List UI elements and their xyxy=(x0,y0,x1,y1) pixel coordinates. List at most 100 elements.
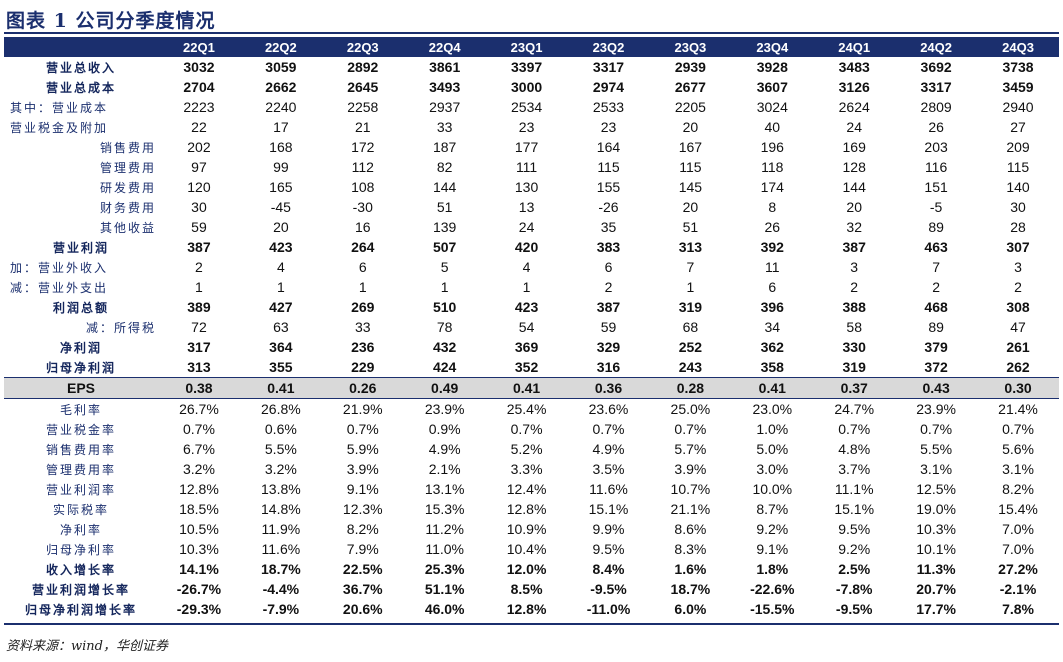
table-cell: 2677 xyxy=(674,79,706,95)
table-cell: 99 xyxy=(273,159,289,175)
table-row: 加：营业外收入 2 4 6 5 4 6 7 11 3 7 3 xyxy=(4,257,1059,277)
column-header-24q2: 24Q2 xyxy=(895,37,978,57)
table-row: 销售费用率 6.7% 5.5% 5.9% 4.9% 5.2% 4.9% 5.7% 5.0% 4.8… xyxy=(4,439,1059,459)
table-cell: 2240 xyxy=(265,99,297,115)
table-cell: 1 xyxy=(522,279,531,295)
table-cell: 30 xyxy=(1010,199,1026,215)
table-cell: 0.7% xyxy=(346,421,379,437)
table-cell: 130 xyxy=(514,179,539,195)
table-cell: -7.8% xyxy=(835,581,873,597)
table-cell: 82 xyxy=(436,159,453,175)
table-cell: 174 xyxy=(760,179,784,195)
table-row: 归母净利率 10.3% 11.6% 7.9% 11.0% 10.4% 9.5% 8.3% 9.1… xyxy=(4,539,1059,559)
table-cell: 3483 xyxy=(838,59,870,75)
table-cell: 51.1% xyxy=(424,581,465,597)
table-cell: 54 xyxy=(518,319,535,335)
table-cell: 26.7% xyxy=(179,401,219,417)
table-cell: 423 xyxy=(514,299,539,315)
table-cell: 9.1% xyxy=(756,541,789,557)
table-cell: 387 xyxy=(187,239,211,255)
table-cell: 6.7% xyxy=(182,441,215,457)
table-cell: 510 xyxy=(432,299,457,315)
table-cell: 4.9% xyxy=(428,441,461,457)
table-cell: 0.49 xyxy=(403,377,486,399)
table-cell: 7.8% xyxy=(1002,601,1034,617)
table-cell: 369 xyxy=(514,339,539,355)
table-cell: 7.0% xyxy=(1002,521,1034,537)
row-label: 营业利润 xyxy=(52,240,109,255)
table-cell: 20.6% xyxy=(342,601,383,617)
table-cell: 5.0% xyxy=(756,441,789,457)
row-label: 财务费用 xyxy=(99,200,156,215)
table-cell: 10.3% xyxy=(916,521,956,537)
table-cell: 8.5% xyxy=(510,581,543,597)
table-cell: 0.6% xyxy=(264,421,297,437)
table-cell: 23.0% xyxy=(752,401,793,417)
table-cell: 35 xyxy=(600,219,617,235)
table-cell: 2.1% xyxy=(428,461,461,477)
row-label: 营业税金及附加 xyxy=(10,120,109,135)
table-row: 收入增长率 14.1% 18.7% 22.5% 25.3% 12.0% 8.4% 1.6% 1.… xyxy=(4,559,1059,579)
column-header-23q1: 23Q1 xyxy=(485,37,568,57)
table-cell: 11.1% xyxy=(834,481,874,497)
table-cell: -9.5% xyxy=(835,601,873,617)
table-cell: 3.7% xyxy=(838,461,871,477)
table-cell: 9.1% xyxy=(346,481,379,497)
table-cell: 8.7% xyxy=(756,501,789,517)
table-cell: 7 xyxy=(686,259,695,275)
table-cell: 9.2% xyxy=(756,521,789,537)
table-cell: -26 xyxy=(598,199,619,215)
table-cell: 23 xyxy=(518,119,535,135)
table-cell: 3861 xyxy=(429,59,461,75)
table-cell: 0.9% xyxy=(428,421,461,437)
table-row: 研发费用 120 165 108 144 130 155 145 174 144 151 140 xyxy=(4,177,1059,197)
table-row: EPS 0.38 0.41 0.26 0.49 0.41 0.36 0.28 0.41 0.37 0… xyxy=(4,377,1059,399)
table-cell: 165 xyxy=(269,179,293,195)
table-cell: 3.9% xyxy=(674,461,707,477)
table-cell: 169 xyxy=(842,139,866,155)
table-row: 管理费用 97 99 112 82 111 115 115 118 128 116 115 xyxy=(4,157,1059,177)
table-row: 归母净利润增长率 -29.3% -7.9% 20.6% 46.0% 12.8% -11.0%… xyxy=(4,599,1059,619)
table-cell: 12.8% xyxy=(506,601,547,617)
table-cell: 2 xyxy=(932,279,940,295)
table-cell: 14.8% xyxy=(261,501,301,517)
table-cell: 27.2% xyxy=(998,561,1038,577)
table-cell: 2 xyxy=(1014,279,1022,295)
table-cell: 4.8% xyxy=(838,441,871,457)
table-cell: 313 xyxy=(187,359,211,375)
row-label: 毛利率 xyxy=(59,402,102,417)
table-cell: 243 xyxy=(678,359,703,375)
table-cell: 111 xyxy=(515,159,538,175)
table-cell: 396 xyxy=(760,299,784,315)
table-row: 利润总额 389 427 269 510 423 387 319 396 388 468 308 xyxy=(4,297,1059,317)
table-cell: 2.5% xyxy=(838,561,871,577)
table-cell: 8.6% xyxy=(674,521,707,537)
table-cell: 7 xyxy=(932,259,940,275)
table-cell: -11.0% xyxy=(586,601,631,617)
table-row: 销售费用 202 168 172 187 177 164 167 196 169 203 209 xyxy=(4,137,1059,157)
table-cell: 0.7% xyxy=(674,421,707,437)
table-cell: 0.41 xyxy=(731,377,814,399)
table-cell: 23.9% xyxy=(424,401,465,417)
table-cell: 20.7% xyxy=(916,581,956,597)
header-corner xyxy=(4,37,158,57)
table-cell: 3.0% xyxy=(756,461,789,477)
table-cell: 2 xyxy=(195,259,203,275)
title-rule xyxy=(4,32,1059,34)
table-cell: 0.41 xyxy=(239,377,322,399)
table-cell: 0.26 xyxy=(321,377,404,399)
table-cell: 2940 xyxy=(1002,99,1034,115)
table-cell: 34 xyxy=(764,319,781,335)
column-header-23q2: 23Q2 xyxy=(567,37,650,57)
table-cell: 1.8% xyxy=(756,561,789,577)
table-row: 其他收益 59 20 16 139 24 35 51 26 32 89 28 xyxy=(4,217,1059,237)
row-label: 收入增长率 xyxy=(45,562,116,577)
table-cell: 10.3% xyxy=(179,541,219,557)
table-cell: 23.6% xyxy=(588,401,629,417)
table-cell: 313 xyxy=(678,239,703,255)
column-header-22q2: 22Q2 xyxy=(239,37,322,57)
table-cell: 115 xyxy=(597,159,620,175)
table-cell: 3928 xyxy=(756,59,788,75)
table-row: 归母净利润 313 355 229 424 352 316 243 358 319 372 262 xyxy=(4,357,1059,378)
column-header-23q4: 23Q4 xyxy=(731,37,814,57)
